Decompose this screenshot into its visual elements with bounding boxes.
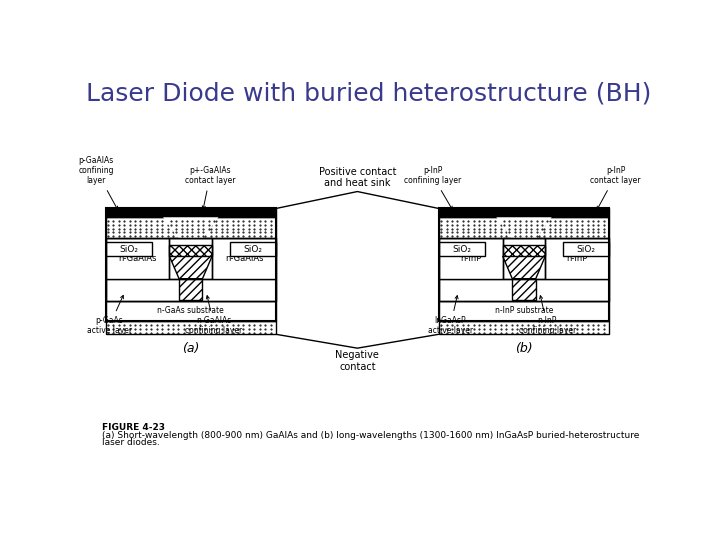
Text: n-GaAlAs: n-GaAlAs [225, 254, 264, 263]
Bar [106, 321, 276, 334]
Text: n-InP substrate: n-InP substrate [495, 306, 553, 315]
Text: n-GaAlAs
confining layer: n-GaAlAs confining layer [185, 295, 243, 335]
Bar [563, 242, 609, 256]
Bar [503, 238, 545, 279]
Bar [179, 279, 202, 300]
Polygon shape [496, 217, 552, 238]
Bar [106, 208, 276, 217]
Text: (a) Short-wavelength (800-900 nm) GaAlAs and (b) long-wavelengths (1300-1600 nm): (a) Short-wavelength (800-900 nm) GaAlAs… [102, 430, 639, 440]
Text: InGaAsP
active layer: InGaAsP active layer [428, 295, 473, 335]
Bar [106, 301, 276, 321]
Bar [438, 217, 609, 238]
Text: (b): (b) [516, 342, 533, 355]
Text: p-GaAs
active layer: p-GaAs active layer [87, 295, 132, 335]
Text: n-GaAlAs: n-GaAlAs [118, 254, 157, 263]
Bar [438, 279, 609, 301]
Bar [438, 238, 503, 279]
Text: p-InP
contact layer: p-InP contact layer [590, 166, 641, 210]
Text: n-InP: n-InP [460, 254, 482, 263]
Polygon shape [169, 256, 212, 279]
Bar [438, 238, 609, 301]
Text: n-InP: n-InP [567, 254, 588, 263]
Text: p+-GaAlAs
contact layer: p+-GaAlAs contact layer [185, 166, 235, 209]
Bar [106, 279, 276, 301]
Bar [438, 321, 609, 334]
Text: Negative
contact: Negative contact [336, 350, 379, 372]
Bar [106, 217, 276, 238]
Bar [230, 242, 276, 256]
Bar [438, 242, 485, 256]
Bar [545, 238, 609, 279]
Bar [438, 208, 609, 217]
Bar [106, 238, 169, 279]
Bar [106, 238, 276, 301]
Text: FIGURE 4-23: FIGURE 4-23 [102, 423, 165, 432]
Text: SiO₂: SiO₂ [119, 245, 138, 253]
Polygon shape [163, 217, 218, 238]
Bar [106, 242, 151, 256]
Text: p-InP
confining layer: p-InP confining layer [404, 166, 462, 210]
Text: p-GaAlAs
confining
layer: p-GaAlAs confining layer [78, 156, 117, 210]
Bar [503, 245, 545, 256]
Bar [438, 301, 609, 321]
Bar [169, 238, 212, 279]
Text: Laser Diode with buried heterostructure (BH): Laser Diode with buried heterostructure … [86, 82, 652, 106]
Bar [512, 279, 536, 300]
Bar [106, 208, 276, 321]
Text: n-InP
confining layer: n-InP confining layer [518, 295, 576, 335]
Text: Positive contact
and heat sink: Positive contact and heat sink [319, 167, 396, 188]
Text: SiO₂: SiO₂ [577, 245, 595, 253]
Bar [212, 238, 276, 279]
Bar [438, 208, 609, 321]
Text: SiO₂: SiO₂ [243, 245, 263, 253]
Text: laser diodes.: laser diodes. [102, 438, 159, 447]
Text: (a): (a) [182, 342, 199, 355]
Text: n-GaAs substrate: n-GaAs substrate [158, 306, 224, 315]
Text: SiO₂: SiO₂ [452, 245, 472, 253]
Bar [169, 245, 212, 256]
Polygon shape [503, 256, 545, 279]
